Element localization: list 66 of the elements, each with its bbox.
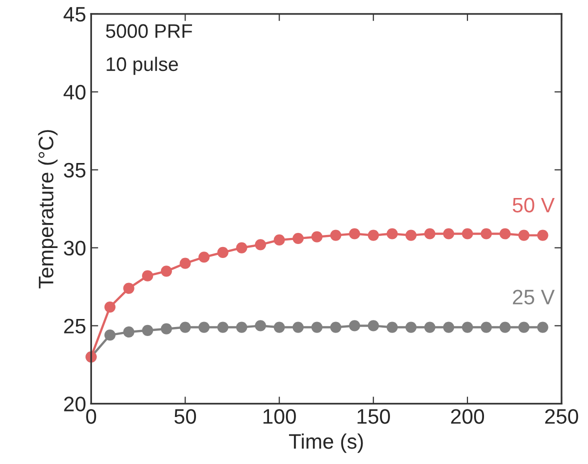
point bbox=[198, 252, 210, 263]
point bbox=[424, 322, 436, 333]
x-tick-label: 0 bbox=[86, 409, 96, 424]
point bbox=[160, 266, 172, 277]
annotation: 10 pulse bbox=[106, 56, 178, 75]
point bbox=[160, 323, 172, 334]
point bbox=[443, 322, 454, 333]
y-tick-label: 20 bbox=[64, 396, 86, 412]
y-axis-title: Temperature (°C) bbox=[38, 130, 58, 288]
point bbox=[217, 322, 228, 333]
x-axis-title: Time (s) bbox=[289, 434, 363, 453]
point bbox=[198, 322, 210, 333]
point bbox=[330, 322, 342, 333]
point bbox=[537, 230, 548, 241]
point bbox=[480, 228, 492, 240]
point bbox=[292, 232, 304, 244]
point bbox=[349, 228, 360, 240]
point bbox=[443, 228, 454, 240]
point bbox=[142, 324, 154, 336]
y-tick-label: 45 bbox=[64, 7, 86, 22]
point bbox=[123, 326, 134, 338]
x-tick-label: 250 bbox=[545, 409, 578, 424]
point bbox=[424, 228, 436, 240]
y-tick-label: 30 bbox=[64, 240, 86, 256]
y-tick-label: 35 bbox=[64, 162, 86, 178]
x-tick-label: 200 bbox=[451, 409, 484, 424]
point bbox=[518, 230, 530, 241]
point bbox=[254, 239, 266, 250]
point bbox=[405, 322, 417, 333]
point bbox=[292, 322, 304, 333]
point bbox=[123, 282, 134, 294]
point bbox=[217, 246, 228, 258]
y-tick-label: 25 bbox=[64, 318, 86, 334]
point bbox=[311, 231, 322, 242]
point bbox=[236, 322, 248, 333]
x-tick-label: 50 bbox=[174, 409, 196, 424]
y-tick-label: 40 bbox=[64, 84, 86, 100]
point bbox=[349, 320, 360, 332]
point bbox=[386, 322, 398, 333]
series-label: 50 V bbox=[512, 198, 555, 212]
point bbox=[104, 301, 116, 313]
series-label: 25 V bbox=[512, 290, 555, 304]
point bbox=[518, 322, 530, 333]
point bbox=[254, 320, 266, 332]
x-tick-label: 150 bbox=[358, 409, 390, 424]
point bbox=[274, 234, 285, 246]
point bbox=[104, 330, 116, 341]
annotation: 5000 PRF bbox=[106, 24, 192, 38]
point bbox=[500, 228, 511, 240]
point bbox=[274, 322, 285, 333]
x-tick-label: 100 bbox=[264, 409, 296, 424]
point bbox=[480, 322, 492, 333]
point bbox=[386, 228, 398, 240]
point bbox=[537, 322, 548, 333]
point bbox=[368, 230, 379, 241]
point bbox=[462, 322, 474, 333]
point bbox=[236, 242, 248, 254]
point bbox=[142, 270, 154, 282]
point bbox=[368, 320, 379, 332]
point bbox=[311, 322, 322, 333]
point bbox=[500, 322, 511, 333]
point bbox=[180, 258, 191, 269]
point bbox=[180, 322, 191, 333]
point bbox=[462, 228, 474, 240]
point bbox=[405, 230, 417, 241]
point bbox=[330, 230, 342, 241]
